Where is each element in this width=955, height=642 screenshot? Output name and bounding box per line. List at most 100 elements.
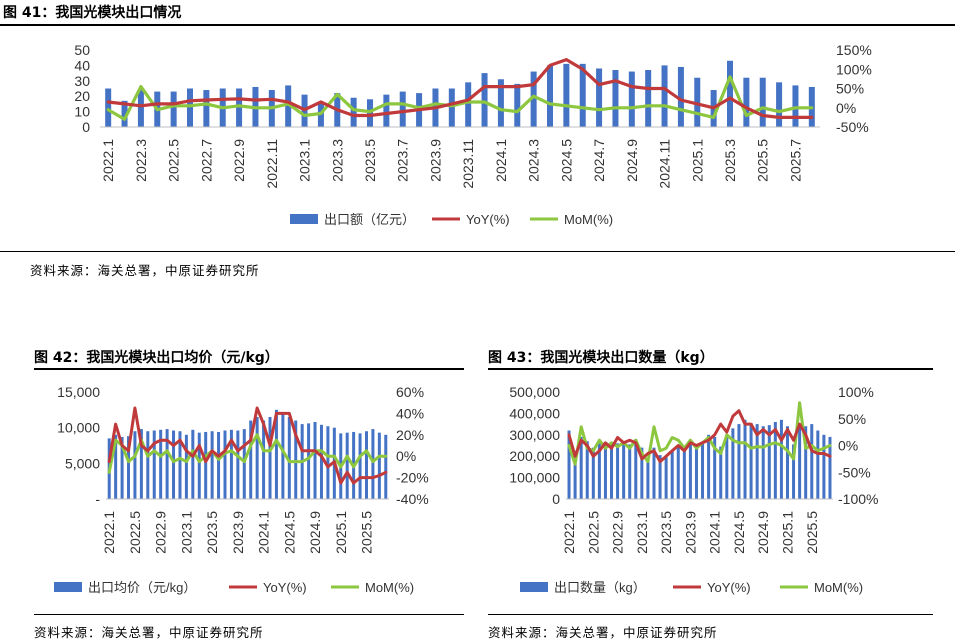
legend-mom-label: MoM(%) [365,580,414,595]
bar [612,70,619,127]
figure-43-top-rule [488,368,933,370]
bar [676,446,680,499]
bar [682,449,686,499]
bar [634,439,638,499]
figure-42-source: 资料来源：海关总署，中原证券研究所 [34,625,264,640]
bar [822,434,826,499]
bar [677,66,684,127]
bar [707,434,711,499]
bar [152,430,156,499]
bar [350,97,357,127]
x-tick-label: 2022.1 [101,511,117,554]
y-tick-label-right: -100% [838,491,878,507]
figure-41-title: 图 41：我国光模块出口情况 [3,5,182,21]
bar [610,442,614,499]
x-tick-label: 2024.9 [755,511,771,554]
bar [701,442,705,499]
y-tick-label-right: 0% [838,438,858,454]
bar [661,65,668,127]
x-tick-label: 2023.5 [658,511,674,554]
y-tick-label-left: 0 [552,491,560,507]
x-tick-label: 2022.1 [100,139,116,182]
bar [172,430,176,499]
bar [229,429,233,499]
bar [287,416,291,499]
bar [364,431,368,499]
bar [133,431,137,499]
mom-line [106,75,814,121]
bar [828,436,832,499]
legend-bar-label: 出口额（亿元） [324,212,415,227]
bar [187,88,193,127]
bar [530,71,537,127]
bar [268,416,272,499]
bar [204,431,208,499]
bar [694,444,698,499]
x-tick-label: 2025.1 [333,511,349,554]
x-tick-label: 2024.5 [281,511,297,554]
bar [628,444,632,499]
x-tick-label: 2022.9 [153,511,169,554]
bar [255,416,259,499]
x-tick-label: 2024.1 [493,139,509,182]
x-tick-label: 2023.11 [460,139,476,189]
bar [603,445,607,499]
bar [146,431,150,499]
x-tick-label: 2022.5 [585,511,601,554]
figure-42-title: 图 42：我国光模块出口均价（元/kg） [34,350,279,366]
bar [591,447,595,499]
legend-bar-swatch [54,582,82,592]
legend-bar-swatch [290,214,318,224]
bar [384,434,388,499]
x-tick-label: 2023.1 [634,511,650,554]
y-tick-label-right: 150% [836,42,872,58]
x-tick-label: 2023.7 [395,139,411,182]
x-tick-label: 2024.5 [731,511,747,554]
x-tick-label: 2025.1 [779,511,795,554]
bar [159,429,163,499]
y-tick-label-left: 30 [74,73,90,89]
legend-bar-label: 出口数量（kg） [554,580,646,595]
figure-43-bottom-rule [488,614,933,615]
bar [640,447,644,499]
bar [567,430,571,499]
bar [547,65,553,127]
bar [127,436,131,499]
x-tick-label: 2025.1 [689,139,705,182]
legend-yoy-label: YoY(%) [466,212,510,227]
bar [792,444,796,499]
y-tick-label-left: 200,000 [509,448,560,464]
x-tick-label: 2022.9 [610,511,626,554]
bar [755,424,759,499]
x-tick-label: 2022.5 [166,139,182,182]
figure-42-top-rule [34,368,464,370]
legend-yoy-label: YoY(%) [263,580,307,595]
bar [281,413,285,499]
bar [262,420,266,499]
bar [399,91,406,127]
x-tick-label: 2024.9 [307,511,323,554]
bar [236,430,240,499]
y-tick-label-left: 400,000 [509,405,560,421]
x-tick-label: 2025.5 [358,511,374,554]
bar [597,443,601,499]
y-tick-label-left: 10 [74,104,90,120]
yoy-line [106,57,814,120]
x-tick-label: 2023.3 [329,139,345,182]
bar [236,88,243,127]
figure-42-chart: - 5,000 10,000 15,000 -40% -20% 0% 20% 40% 60% 202… [54,384,429,595]
bar [481,73,488,127]
yoy-line [567,409,832,464]
figure-43-source: 资料来源：海关总署，中原证券研究所 [488,625,718,640]
bar [645,70,652,127]
bar [816,430,820,499]
bar [725,434,729,499]
bar [203,90,210,127]
x-tick-label: 2023.5 [204,511,220,554]
x-tick-label: 2023.9 [682,511,698,554]
x-tick-label: 2022.3 [133,139,149,182]
bar [616,443,620,499]
x-tick-label: 2024.11 [657,139,673,189]
bar [307,423,311,499]
x-tick-label: 2024.9 [624,139,640,182]
